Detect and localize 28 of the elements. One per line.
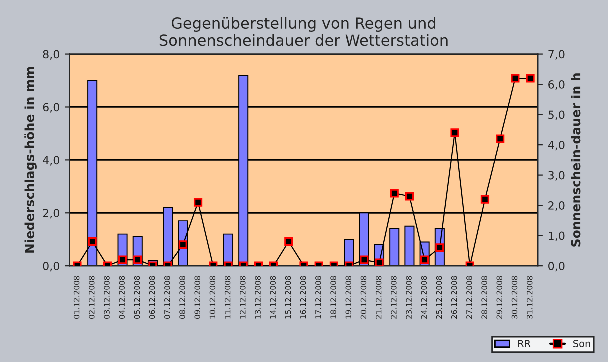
point (450, 128, 460, 138)
point (480, 195, 490, 204)
y2-tick-label: 1,0 (549, 232, 565, 242)
chart-title: Gegenüberstellung von Regen und Sonnenscheindauer der Wetterstation (160, 17, 448, 46)
y2-tick-label: 4,0 (548, 141, 565, 151)
y2-tick-label: 5,0 (548, 110, 565, 120)
bar (390, 228, 400, 266)
y-tick-label: 4,0 (43, 156, 60, 166)
legend-label: RR (518, 340, 531, 348)
y2-tick-label: 3,0 (548, 171, 565, 181)
point (194, 198, 203, 207)
point (375, 258, 384, 266)
y2-axis-title: Sonnenschein-dauer in h (571, 74, 581, 247)
y2-tick-label: 7,0 (548, 50, 565, 60)
y2-tick-label: 2,0 (548, 202, 565, 212)
y-axis-title: Niederschlags-höhe in mm (24, 67, 37, 253)
point (496, 134, 505, 144)
y-tick-label: 6,0 (43, 103, 60, 113)
legend-label: Son (574, 340, 590, 348)
point (405, 192, 414, 201)
y-tick-label: 8,0 (43, 50, 60, 60)
y2-tick-label: 0,0 (548, 262, 565, 272)
point (390, 189, 399, 198)
point (526, 74, 535, 83)
point (511, 74, 520, 83)
y-tick-label: 0,0 (43, 262, 60, 272)
y2-tick-label: 6,0 (548, 80, 565, 90)
y-tick-label: 2,0 (43, 209, 60, 219)
